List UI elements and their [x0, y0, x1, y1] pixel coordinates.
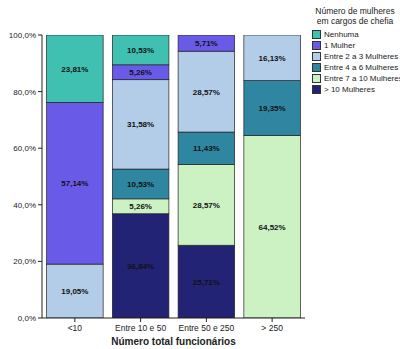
- y-tick: [38, 204, 42, 205]
- y-tick-label: 20,0%: [13, 257, 36, 266]
- legend-swatch: [312, 52, 321, 61]
- legend-title: Número de mulheres em cargos de chefia: [312, 6, 398, 26]
- legend-label: Nenhuma: [324, 30, 359, 39]
- data-label: 25,71%: [193, 278, 220, 287]
- x-tick-label: Entre 10 e 50: [115, 323, 166, 333]
- legend-label: Entre 2 a 3 Mulheres: [324, 52, 398, 61]
- x-axis-line: [42, 318, 305, 319]
- data-label: 23,81%: [61, 65, 88, 74]
- legend-item: 1 Mulher: [312, 40, 398, 51]
- legend: Número de mulheres em cargos de chefia Ne…: [312, 6, 398, 95]
- bar-segment: [112, 65, 169, 80]
- data-label: 5,71%: [195, 39, 218, 48]
- legend-label: Entre 7 a 10 Mulheres: [324, 74, 400, 83]
- bar-segment: [244, 135, 301, 318]
- data-label: 19,35%: [259, 104, 286, 113]
- bar-segment: [112, 35, 169, 65]
- x-tick: [140, 318, 141, 322]
- data-label: 57,14%: [61, 179, 88, 188]
- data-label: 28,57%: [193, 88, 220, 97]
- bar-segment: [112, 169, 169, 199]
- bar-segment: [47, 35, 104, 102]
- x-tick-label: <10: [68, 323, 83, 333]
- legend-label: Entre 4 a 6 Mulheres: [324, 63, 398, 72]
- bar-segment: [47, 102, 104, 264]
- legend-swatch: [312, 41, 321, 50]
- legend-item: Entre 4 a 6 Mulheres: [312, 62, 398, 73]
- legend-swatch: [312, 30, 321, 39]
- y-tick-label: 100,0%: [9, 31, 36, 40]
- y-axis-line: [42, 35, 43, 318]
- bar-segment: [47, 264, 104, 318]
- bar-segment: [178, 245, 235, 318]
- data-labels: 19,05% 57,14% 23,81% 36,84% 5,26% 10,53% 31,58…: [61, 39, 285, 296]
- bar-segment: [178, 132, 235, 164]
- bar-segment: [244, 81, 301, 136]
- bar-segment: [112, 199, 169, 214]
- legend-label: 1 Mulher: [324, 41, 355, 50]
- legend-swatch: [312, 63, 321, 72]
- legend-swatch: [312, 74, 321, 83]
- legend-swatch: [312, 85, 321, 94]
- data-label: 28,57%: [193, 201, 220, 210]
- y-tick-label: 40,0%: [13, 201, 36, 210]
- y-tick: [38, 148, 42, 149]
- data-label: 36,84%: [127, 262, 154, 271]
- data-label: 16,13%: [259, 54, 286, 63]
- legend-label: > 10 Mulheres: [324, 85, 375, 94]
- bar-segment: [112, 80, 169, 169]
- x-tick-label: Entre 50 e 250: [178, 323, 234, 333]
- bar-segment: [178, 51, 235, 132]
- x-tick: [272, 318, 273, 322]
- x-tick-label: > 250: [261, 323, 283, 333]
- legend-item: Entre 2 a 3 Mulheres: [312, 51, 398, 62]
- y-tick: [38, 261, 42, 262]
- y-tick-label: 60,0%: [13, 144, 36, 153]
- legend-item: Entre 7 a 10 Mulheres: [312, 73, 398, 84]
- y-tick-label: 80,0%: [13, 88, 36, 97]
- data-label: 5,26%: [129, 68, 152, 77]
- x-axis-title: Número total funcionários: [111, 336, 236, 347]
- data-label: 64,52%: [259, 223, 286, 232]
- bar-segment: [244, 35, 301, 81]
- y-tick: [38, 318, 42, 319]
- chart-container: 19,05% 57,14% 23,81% 36,84% 5,26% 10,53% 31,58…: [0, 0, 400, 349]
- legend-item: > 10 Mulheres: [312, 84, 398, 95]
- data-label: 10,53%: [127, 180, 154, 189]
- bar-segment: [178, 164, 235, 245]
- y-tick: [38, 91, 42, 92]
- data-label: 10,53%: [127, 46, 154, 55]
- y-tick-label: 0,0%: [18, 314, 36, 323]
- y-tick: [38, 35, 42, 36]
- data-label: 31,58%: [127, 120, 154, 129]
- bar-segment: [178, 35, 235, 51]
- bar-segment: [112, 214, 169, 318]
- data-label: 5,26%: [129, 202, 152, 211]
- legend-item: Nenhuma: [312, 29, 398, 40]
- data-label: 19,05%: [61, 287, 88, 296]
- bars: [47, 35, 301, 318]
- x-tick: [206, 318, 207, 322]
- x-tick: [74, 318, 75, 322]
- data-label: 11,43%: [193, 144, 220, 153]
